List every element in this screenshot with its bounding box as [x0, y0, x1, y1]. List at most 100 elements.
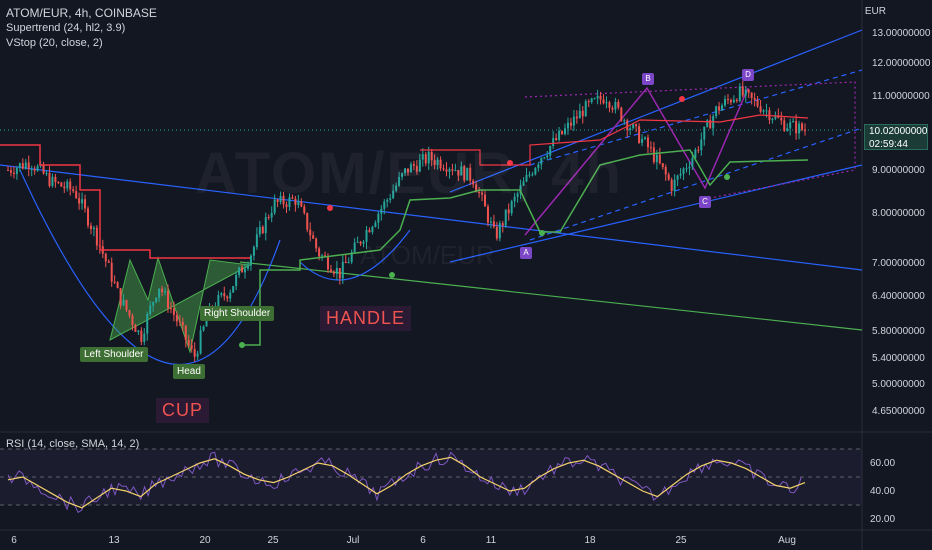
candle-body — [362, 241, 365, 244]
candle-body — [155, 297, 158, 303]
candle-body — [140, 330, 143, 342]
candle-body — [664, 166, 667, 175]
candle-body — [486, 206, 489, 223]
time-tick-label: 18 — [584, 535, 596, 546]
candle-body — [715, 106, 718, 117]
candle-body — [270, 212, 273, 218]
candle-body — [48, 172, 51, 186]
candle-body — [72, 189, 75, 192]
candle-body — [386, 199, 389, 202]
candle-body — [564, 128, 567, 135]
candle-body — [575, 116, 578, 119]
candle-body — [688, 166, 691, 169]
candle-body — [249, 255, 252, 266]
candle-body — [125, 299, 128, 311]
candle-body — [427, 151, 430, 164]
candle-body — [300, 201, 303, 207]
candle-body — [264, 217, 267, 234]
head-label: Head — [173, 364, 205, 379]
price-tick-label: 5.80000000 — [872, 326, 925, 337]
candle-body — [226, 296, 229, 299]
candle-body — [365, 229, 368, 242]
candle-body — [596, 95, 599, 99]
candle-body — [356, 241, 359, 243]
candle-body — [119, 288, 122, 306]
candle-body — [732, 99, 735, 103]
candle-body — [421, 154, 424, 160]
candle-body — [549, 146, 552, 156]
candle-body — [566, 122, 569, 129]
candle-body — [700, 139, 703, 151]
candle-body — [66, 181, 69, 189]
rsi-ma-line — [7, 456, 806, 509]
candle-body — [632, 124, 635, 129]
candle-body — [602, 99, 605, 104]
candle-body — [415, 165, 418, 172]
candle-body — [113, 281, 116, 283]
candle-body — [169, 308, 172, 310]
candle-body — [190, 344, 193, 349]
candle-body — [229, 292, 232, 299]
rsi-line — [7, 451, 802, 514]
candle-body — [676, 175, 679, 180]
vstop-dot — [389, 272, 395, 278]
indicator-supertrend[interactable]: Supertrend (24, hl2, 3.9) — [6, 22, 126, 34]
candle-body — [235, 274, 238, 287]
indicator-vstop[interactable]: VStop (20, close, 2) — [6, 37, 103, 49]
candle-body — [783, 120, 786, 131]
candle-body — [546, 155, 549, 158]
candle-body — [350, 252, 353, 262]
candle-body — [24, 162, 27, 169]
candle-body — [498, 223, 501, 239]
candle-body — [572, 116, 575, 126]
candle-body — [84, 199, 87, 209]
vstop-dot — [539, 230, 545, 236]
candle-body — [537, 164, 540, 169]
trendline — [529, 69, 863, 166]
handle-arc — [299, 229, 411, 281]
candle-body — [513, 196, 516, 202]
supertrend-down-line-2 — [420, 114, 809, 166]
symbol-title[interactable]: ATOM/EUR, 4h, COINBASE — [6, 6, 157, 20]
candle-body — [561, 130, 564, 135]
candle-body — [412, 164, 415, 166]
time-tick-label: Jul — [347, 535, 360, 546]
candle-body — [726, 99, 729, 101]
candle-body — [694, 149, 697, 158]
candle-body — [116, 282, 119, 289]
price-tick-label: 12.00000000 — [872, 58, 931, 69]
candle-body — [294, 198, 297, 205]
candle-body — [161, 288, 164, 293]
candle-body — [507, 209, 510, 214]
price-tick-label: 13.00000000 — [872, 28, 931, 39]
candle-body — [60, 182, 63, 187]
candle-body — [81, 199, 84, 204]
candle-body — [685, 168, 688, 170]
candle-body — [220, 293, 223, 296]
candle-body — [703, 126, 706, 140]
candle-body — [178, 321, 181, 323]
rsi-legend[interactable]: RSI (14, close, SMA, 14, 2) — [6, 438, 140, 450]
candle-body — [107, 261, 110, 263]
candle-body — [158, 288, 161, 298]
candle-body — [164, 291, 167, 293]
candle-body — [359, 241, 362, 244]
supertrend-up-line — [240, 149, 809, 346]
wave-label-b: B — [642, 73, 654, 85]
candle-body — [324, 255, 327, 257]
candle-body — [134, 324, 137, 332]
candle-body — [543, 157, 546, 159]
candle-body — [667, 174, 670, 180]
candle-body — [673, 179, 676, 192]
abcd-pattern — [524, 86, 749, 236]
candle-body — [291, 197, 294, 199]
candle-body — [401, 173, 404, 177]
candle-body — [629, 128, 632, 130]
candle-body — [12, 172, 15, 175]
handle-label: HANDLE — [320, 306, 412, 331]
candle-body — [569, 122, 572, 126]
candle-body — [605, 102, 608, 104]
rsi-tick-label: 20.00 — [870, 514, 895, 525]
candle-body — [172, 308, 175, 315]
